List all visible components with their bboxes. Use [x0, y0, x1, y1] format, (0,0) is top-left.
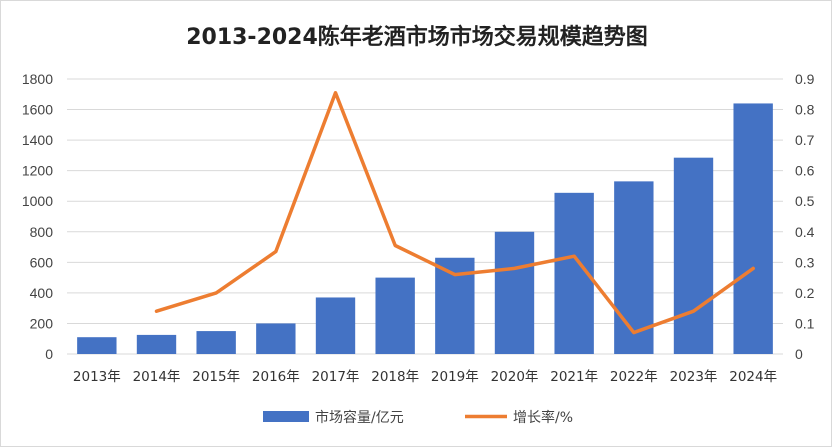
bar: [494, 231, 535, 354]
x-tick-label: 2020年: [491, 369, 539, 385]
left-tick-label: 1600: [22, 102, 53, 118]
left-tick-label: 1000: [22, 193, 53, 209]
left-tick-label: 1800: [22, 71, 53, 87]
right-tick-label: 0.4: [795, 224, 815, 240]
left-tick-label: 200: [30, 315, 54, 331]
growth-rate-line: [154, 91, 755, 335]
x-tick-label: 2014年: [133, 369, 181, 385]
gridlines: [67, 78, 783, 355]
right-tick-label: 0.5: [795, 193, 815, 209]
x-tick-label: 2022年: [610, 369, 658, 385]
bar: [614, 181, 654, 354]
right-tick-label: 0.7: [795, 132, 815, 148]
left-tick-label: 1400: [22, 132, 53, 148]
line-series: [154, 91, 755, 335]
left-tick-label: 800: [30, 224, 54, 240]
right-tick-label: 0.3: [795, 254, 815, 270]
bar-series: [77, 103, 773, 354]
left-axis-ticks: 0 200 400 600 800 1000 1200 1400 1600 1800: [22, 71, 53, 362]
x-tick-label: 2013年: [73, 369, 121, 385]
legend-label-line: 增长率/%: [513, 409, 573, 426]
right-tick-label: 0: [795, 346, 803, 362]
bar: [77, 337, 117, 354]
right-axis-ticks: 0 0.1 0.2 0.3 0.4 0.5 0.6 0.7 0.8 0.9: [795, 71, 815, 362]
bar: [256, 323, 296, 354]
x-tick-label: 2024年: [729, 369, 777, 385]
legend-label-bar: 市场容量/亿元: [315, 409, 404, 426]
bar: [733, 103, 773, 354]
x-tick-label: 2017年: [312, 369, 360, 385]
x-tick-label: 2019年: [431, 369, 479, 385]
right-tick-label: 0.1: [795, 315, 815, 331]
right-tick-label: 0.2: [795, 285, 815, 301]
legend-swatch-bar: [263, 411, 309, 422]
left-tick-label: 1200: [22, 163, 53, 179]
x-tick-label: 2015年: [192, 369, 240, 385]
bar: [315, 297, 356, 354]
bar: [196, 331, 236, 354]
bar: [136, 334, 177, 354]
bar: [673, 157, 714, 354]
x-tick-label: 2016年: [252, 369, 300, 385]
left-tick-label: 0: [45, 346, 53, 362]
right-tick-label: 0.9: [795, 71, 815, 87]
x-tick-label: 2021年: [550, 369, 598, 385]
legend: 市场容量/亿元 增长率/%: [263, 409, 573, 426]
x-tick-label: 2023年: [670, 369, 718, 385]
bar: [375, 277, 415, 354]
right-tick-label: 0.8: [795, 102, 815, 118]
x-tick-label: 2018年: [371, 369, 419, 385]
left-tick-label: 600: [30, 254, 54, 270]
chart-title: 2013-2024陈年老酒市场市场交易规模趋势图: [186, 24, 648, 50]
left-tick-label: 400: [30, 285, 54, 301]
x-axis-ticks: 2013年 2014年 2015年 2016年 2017年 2018年 2019年 2020年…: [73, 369, 777, 385]
right-tick-label: 0.6: [795, 163, 815, 179]
